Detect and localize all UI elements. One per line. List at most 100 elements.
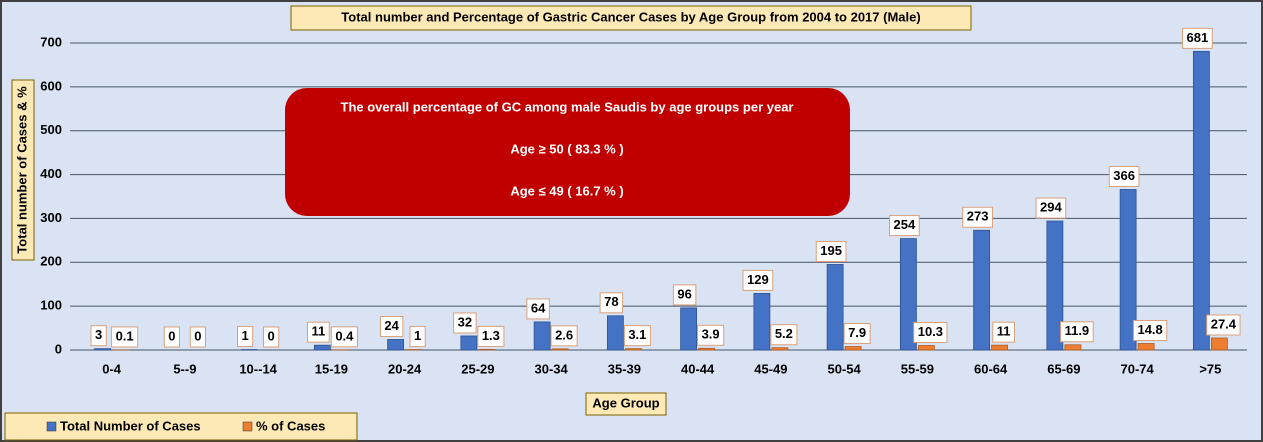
data-label-box — [843, 323, 871, 345]
bar — [1210, 337, 1228, 351]
data-label-box — [237, 326, 254, 348]
bar — [698, 347, 716, 351]
x-tick-label: 40-44 — [681, 361, 715, 376]
bar — [844, 346, 862, 351]
x-tick-label: 20-24 — [388, 361, 422, 376]
data-label: 5.2 — [775, 326, 793, 341]
data-label: 2.6 — [555, 327, 573, 342]
data-label: 273 — [967, 209, 989, 224]
data-label: 7.9 — [848, 325, 866, 340]
data-label-box — [550, 325, 578, 347]
x-tick-label: 55-59 — [901, 361, 934, 376]
title-box — [290, 5, 972, 31]
data-label-box — [111, 326, 139, 348]
data-label-box — [913, 321, 948, 343]
x-tick-label: 35-39 — [608, 361, 641, 376]
x-tick-label: 65-69 — [1047, 361, 1080, 376]
bar — [826, 264, 844, 351]
legend-label: % of Cases — [256, 418, 325, 433]
bar — [973, 229, 991, 351]
legend-label: Total Number of Cases — [60, 418, 201, 433]
data-label: 0 — [268, 328, 275, 343]
x-tick-label: 10--14 — [239, 361, 277, 376]
data-label-box — [526, 298, 550, 320]
data-label: 24 — [384, 318, 399, 333]
x-tick-label: 15-19 — [315, 361, 348, 376]
x-tick-label: >75 — [1199, 361, 1221, 376]
data-label: 366 — [1113, 168, 1135, 183]
data-label-box — [379, 315, 404, 337]
x-tick-label: 50-54 — [828, 361, 862, 376]
bar — [899, 238, 917, 351]
x-tick-label: 5--9 — [173, 361, 196, 376]
data-label-box — [1206, 314, 1241, 336]
bar — [680, 307, 698, 351]
bar — [460, 335, 478, 351]
annotation: The overall percentage of GC among male … — [341, 99, 794, 114]
legend-swatch — [46, 421, 57, 432]
bar — [533, 321, 551, 351]
data-label-box — [163, 326, 180, 348]
x-tick-label: 0-4 — [102, 361, 122, 376]
data-label-box — [90, 325, 107, 347]
data-label: 129 — [747, 272, 769, 287]
x-tick-label: 30-34 — [535, 361, 569, 376]
data-label: 3 — [95, 327, 102, 342]
x-tick-label: 70-74 — [1121, 361, 1155, 376]
bar — [606, 315, 624, 351]
legend-swatch — [242, 421, 253, 432]
data-label: 0 — [194, 328, 201, 343]
data-label: 11 — [312, 324, 326, 339]
y-axis-title: Total number of Cases & % — [14, 86, 29, 254]
data-label: 11.9 — [1065, 323, 1090, 338]
data-label-box — [1182, 27, 1213, 49]
bar — [313, 344, 331, 351]
bar — [551, 348, 569, 351]
data-label-box — [477, 325, 505, 347]
x-axis-title: Age Group — [592, 395, 659, 410]
data-label: 0.1 — [116, 328, 134, 343]
y-tick-label: 500 — [40, 122, 62, 137]
bar — [753, 293, 771, 351]
bar — [478, 349, 496, 351]
y-tick-label: 400 — [40, 166, 62, 181]
data-label-box — [330, 326, 358, 348]
data-label-box — [770, 324, 798, 346]
y-title-box — [11, 79, 35, 261]
bar — [1137, 343, 1155, 351]
data-label-box — [697, 324, 725, 346]
data-label-box — [672, 284, 697, 306]
data-label-box — [1132, 320, 1168, 342]
data-label: 195 — [820, 243, 842, 258]
bar — [991, 344, 1009, 351]
bar — [387, 339, 405, 351]
data-label-box — [889, 215, 920, 237]
data-label: 64 — [531, 300, 546, 315]
data-label-box — [992, 321, 1015, 343]
bar — [771, 347, 789, 351]
y-tick-label: 200 — [40, 254, 62, 269]
bar — [917, 345, 935, 351]
bar — [94, 348, 112, 351]
data-label-box — [1108, 165, 1140, 187]
data-label-box — [599, 292, 624, 314]
data-label: 294 — [1040, 199, 1062, 214]
data-label-box — [1035, 197, 1067, 219]
data-label: 681 — [1187, 30, 1209, 45]
data-label: 1 — [242, 328, 249, 343]
y-tick-label: 0 — [55, 341, 62, 356]
y-tick-label: 100 — [40, 298, 62, 313]
data-label: 78 — [604, 294, 618, 309]
data-label: 3.1 — [628, 327, 646, 342]
data-label-box — [1060, 321, 1094, 343]
data-label-box — [815, 240, 847, 262]
data-label-box — [742, 269, 774, 291]
bar — [1046, 220, 1064, 351]
chart-title: Total number and Percentage of Gastric C… — [341, 9, 920, 24]
data-label-box — [307, 321, 330, 343]
data-label: 0.4 — [335, 328, 354, 343]
data-label: 10.3 — [918, 324, 943, 339]
bar — [624, 348, 642, 351]
